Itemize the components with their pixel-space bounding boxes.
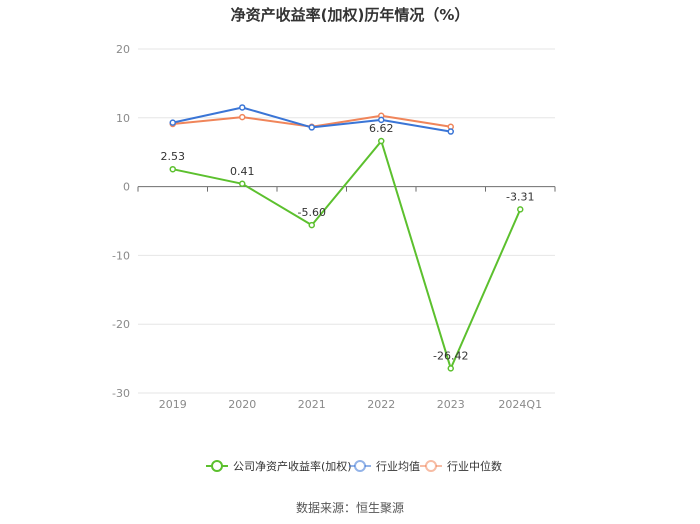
data-point (308, 221, 315, 229)
grid-lines (138, 48, 555, 394)
axes: 20 10 0 -10 -20 -30 2019 2020 2021 2022 2023 2024Q1 (112, 43, 556, 411)
data-point (169, 165, 176, 173)
y-tick-label: 10 (116, 112, 130, 125)
data-point (239, 113, 246, 121)
series-lines (169, 104, 524, 372)
y-tick-label: 20 (116, 43, 130, 56)
x-tick-label: 2021 (298, 398, 326, 411)
x-tick-label: 2022 (367, 398, 395, 411)
data-point (517, 206, 524, 213)
legend-label: 行业均值 (376, 460, 420, 473)
legend-label: 公司净资产收益率(加权) (233, 459, 352, 473)
y-tick-label: -30 (112, 387, 130, 400)
data-point (308, 124, 315, 131)
legend: 公司净资产收益率(加权) 行业均值 行业中位数 (206, 459, 502, 473)
data-label: 2.53 (161, 150, 186, 163)
legend-label: 行业中位数 (447, 459, 502, 473)
x-tick-label: 2024Q1 (498, 398, 542, 411)
data-point (378, 116, 385, 124)
data-label: -3.31 (506, 190, 534, 203)
data-point (169, 119, 176, 126)
data-point (239, 104, 246, 111)
data-point (239, 180, 246, 188)
series-line (172, 140, 522, 370)
data-label: 0.41 (230, 165, 255, 178)
chart-title: 净资产收益率(加权)历年情况（%） (230, 6, 470, 24)
y-tick-label: 0 (123, 181, 130, 194)
data-label: -26.42 (433, 349, 468, 362)
x-tick-label: 2019 (159, 398, 187, 411)
data-label: -5.60 (298, 206, 326, 219)
x-tick-label: 2020 (228, 398, 256, 411)
legend-marker-icon (425, 460, 437, 472)
y-tick-label: -10 (112, 249, 130, 262)
data-point (378, 137, 385, 145)
x-tick-label: 2023 (437, 398, 465, 411)
data-label: 6.62 (369, 122, 394, 135)
data-point (447, 365, 454, 372)
data-source: 数据来源：恒生聚源 (295, 501, 404, 515)
y-tick-label: -20 (112, 318, 130, 331)
data-point (447, 128, 454, 135)
data-labels: 2.53 0.41 -5.60 6.62 -26.42 -3.31 (161, 122, 535, 362)
legend-marker-icon (354, 460, 366, 472)
legend-marker-icon (211, 460, 223, 472)
